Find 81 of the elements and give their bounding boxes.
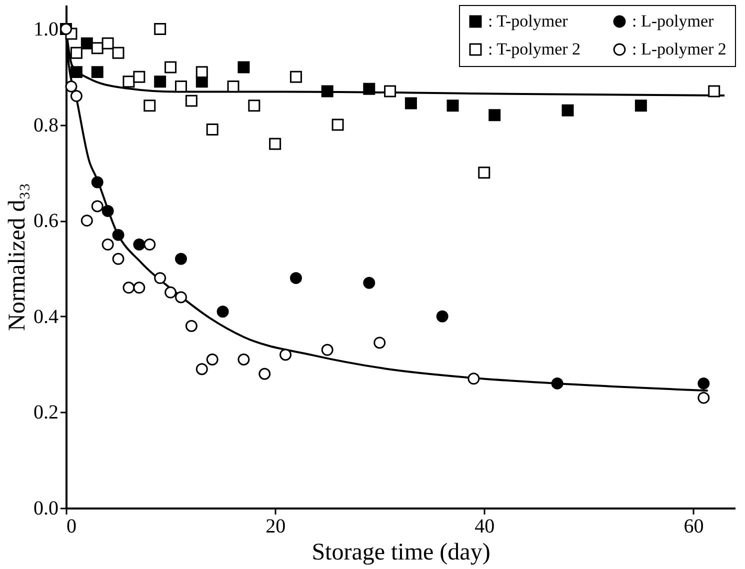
x-tick-label: 0	[66, 516, 76, 538]
point	[280, 348, 292, 361]
point	[196, 363, 208, 376]
point	[144, 100, 156, 112]
point	[65, 80, 78, 92]
point	[384, 85, 396, 98]
point	[698, 392, 710, 404]
point	[446, 100, 459, 112]
point	[91, 176, 104, 188]
point	[227, 80, 240, 92]
point	[102, 238, 114, 251]
point	[488, 109, 501, 122]
point	[133, 70, 146, 83]
point	[238, 354, 250, 366]
point	[185, 94, 198, 107]
point	[206, 354, 218, 366]
y-tick-label: 0.8	[34, 114, 58, 136]
point	[185, 320, 198, 332]
point	[290, 272, 302, 284]
point	[216, 306, 229, 318]
point	[122, 282, 135, 294]
point	[436, 310, 448, 322]
point	[164, 61, 177, 74]
point	[269, 138, 282, 150]
point	[562, 104, 574, 116]
point	[164, 286, 177, 298]
point	[80, 214, 93, 227]
point	[112, 252, 124, 265]
point	[404, 97, 417, 110]
point	[70, 46, 82, 59]
x-axis-title: Storage time (day)	[312, 540, 490, 566]
y-tick-label: 0.2	[34, 402, 58, 424]
point	[708, 85, 720, 98]
point	[91, 200, 104, 212]
point	[363, 276, 376, 289]
x-tick-label: 40	[474, 516, 495, 538]
y-tick-label: 0.6	[34, 210, 58, 232]
point	[91, 66, 104, 78]
point	[70, 66, 82, 78]
point	[112, 46, 124, 59]
y-tick-label: 0.4	[34, 306, 58, 328]
point	[154, 22, 166, 35]
point	[321, 85, 334, 98]
point	[238, 61, 250, 74]
y-tick-label: 0.0	[34, 498, 58, 520]
point	[468, 372, 480, 385]
point	[144, 238, 156, 251]
point	[133, 238, 146, 251]
point	[80, 37, 93, 50]
point	[122, 76, 135, 88]
x-tick-label: 60	[684, 516, 704, 538]
point	[698, 377, 710, 390]
point	[91, 42, 104, 54]
point	[154, 76, 166, 88]
point	[102, 205, 114, 217]
point	[174, 291, 187, 304]
point	[363, 82, 376, 95]
point	[258, 368, 271, 380]
point	[332, 118, 344, 131]
point	[206, 124, 218, 136]
point	[374, 336, 386, 349]
x-tick-label: 20	[266, 516, 286, 538]
point	[248, 100, 260, 112]
legend-label: : T-polymer 2	[488, 40, 581, 58]
point	[551, 377, 564, 390]
point	[290, 70, 302, 83]
point	[321, 344, 334, 356]
y-axis-title: Normalized d₃₃	[4, 182, 30, 332]
point	[196, 66, 208, 78]
point	[634, 100, 647, 112]
point	[70, 90, 82, 102]
point	[174, 252, 187, 265]
y-tick-label: 1.0	[34, 18, 58, 40]
point	[112, 228, 124, 241]
point	[478, 166, 490, 179]
legend-label: : T-polymer	[488, 12, 568, 31]
point	[154, 272, 166, 284]
legend-label: : L-polymer	[632, 12, 714, 31]
point	[133, 282, 146, 294]
point	[102, 37, 114, 50]
legend-label: : L-polymer 2	[632, 40, 726, 58]
